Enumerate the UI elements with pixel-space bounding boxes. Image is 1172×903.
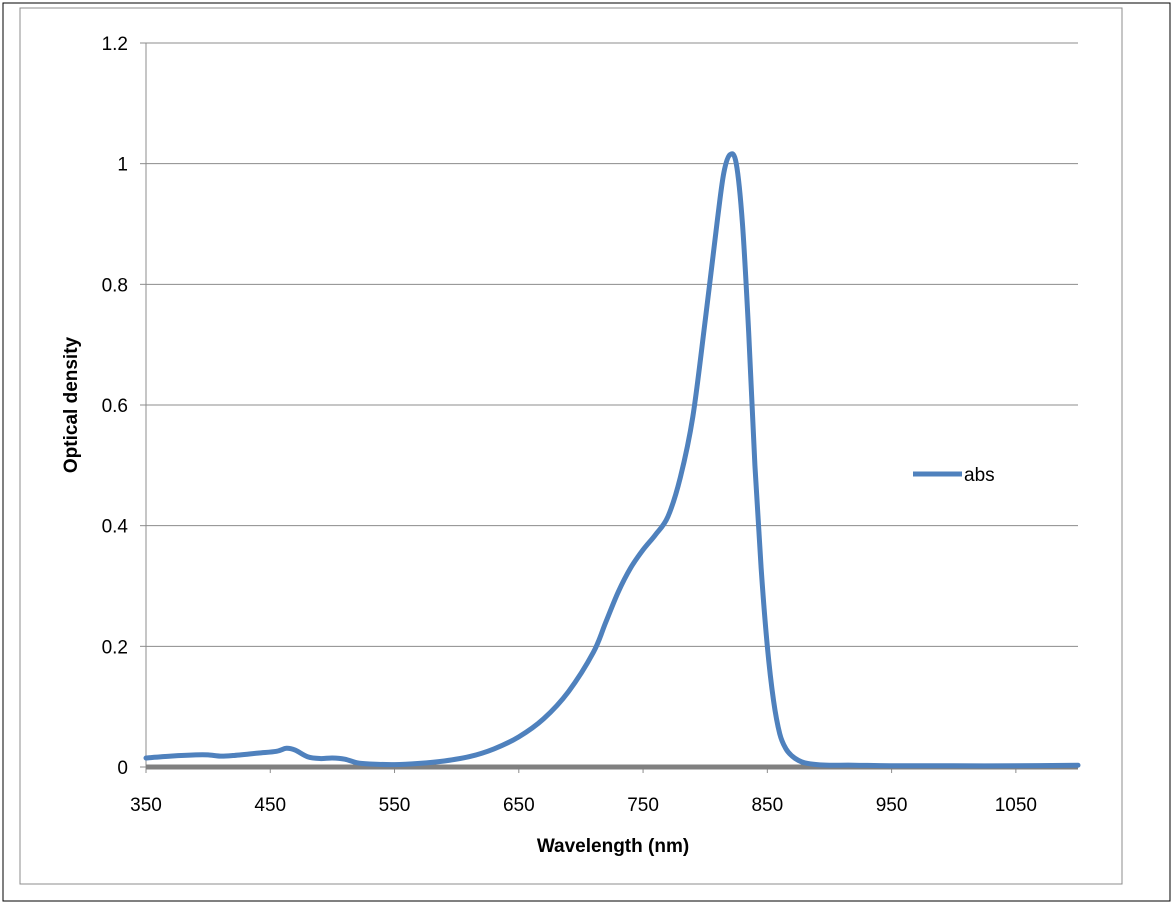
x-tick-label: 350: [130, 795, 162, 816]
series-group: [143, 151, 1081, 769]
x-tick-label: 750: [627, 795, 659, 816]
x-tick-label: 550: [379, 795, 411, 816]
x-tick-label: 1050: [995, 795, 1037, 816]
y-tick-label: 0: [117, 758, 128, 779]
y-tick-label: 0.4: [102, 517, 129, 538]
y-tick-label: 1: [117, 155, 128, 176]
y-axis-ticks: 0 0.2 0.4 0.6 0.8 1 1.2: [102, 34, 146, 779]
series-line-abs: [143, 151, 1081, 769]
x-tick-label: 950: [876, 795, 908, 816]
x-tick-label: 650: [503, 795, 535, 816]
legend: abs: [913, 465, 995, 486]
y-axis-title: Optical density: [61, 336, 82, 473]
y-tick-label: 0.6: [102, 396, 128, 417]
y-tick-label: 0.2: [102, 637, 128, 658]
x-tick-label: 850: [751, 795, 783, 816]
x-tick-label: 450: [254, 795, 286, 816]
y-tick-label: 1.2: [102, 34, 128, 55]
legend-label-abs: abs: [964, 465, 995, 486]
gridlines: [145, 42, 1078, 767]
x-axis-title: Wavelength (nm): [537, 836, 689, 857]
y-tick-label: 0.8: [102, 275, 128, 296]
x-axis-ticks: 350 450 550 650 750 850 950 1050: [130, 767, 1037, 816]
chart-area-border: [19, 7, 1123, 885]
